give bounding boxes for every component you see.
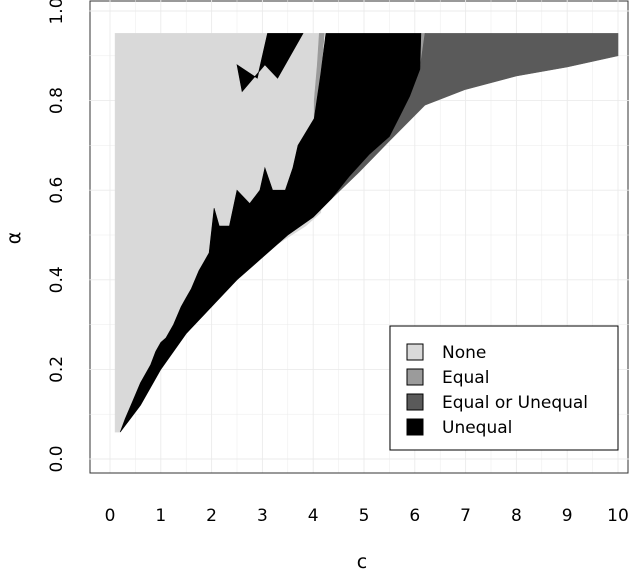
y-axis-title: α: [3, 232, 25, 245]
legend-label: Equal: [442, 368, 489, 388]
x-axis-title: c: [357, 551, 367, 573]
x-tick-label: 8: [511, 506, 522, 526]
y-tick-label: 0.0: [47, 445, 67, 472]
x-tick-label: 5: [359, 506, 370, 526]
x-tick-label: 7: [460, 506, 471, 526]
region-unequal: [236, 33, 304, 93]
y-tick-label: 1.0: [47, 0, 67, 25]
legend-label: Equal or Unequal: [442, 393, 588, 413]
y-tick-label: 0.8: [47, 87, 67, 114]
x-tick-label: 2: [206, 506, 217, 526]
y-tick-label: 0.6: [47, 177, 67, 204]
x-tick-label: 9: [562, 506, 573, 526]
x-tick-label: 0: [105, 506, 116, 526]
x-axis-ticks: 0 1 2 3 4 5 6 7 8 9 10: [105, 506, 629, 526]
legend-label: Unequal: [442, 418, 512, 438]
x-tick-label: 4: [308, 506, 319, 526]
x-tick-label: 10: [607, 506, 629, 526]
y-axis-ticks: 0.0 0.2 0.4 0.6 0.8 1.0: [47, 0, 67, 473]
legend-box: [389, 325, 619, 451]
legend: None Equal Equal or Unequal Unequal: [389, 325, 619, 451]
plot-regions: [114, 33, 619, 433]
legend-swatch: [406, 343, 424, 361]
y-tick-label: 0.4: [47, 266, 67, 293]
x-tick-label: 6: [409, 506, 420, 526]
region-unequal: [119, 33, 422, 433]
legend-swatch: [406, 368, 424, 386]
y-tick-label: 0.2: [47, 356, 67, 383]
legend-swatch: [406, 393, 424, 411]
x-tick-label: 3: [257, 506, 268, 526]
legend-swatch: [406, 418, 424, 436]
x-tick-label: 1: [155, 506, 166, 526]
legend-label: None: [442, 343, 486, 363]
